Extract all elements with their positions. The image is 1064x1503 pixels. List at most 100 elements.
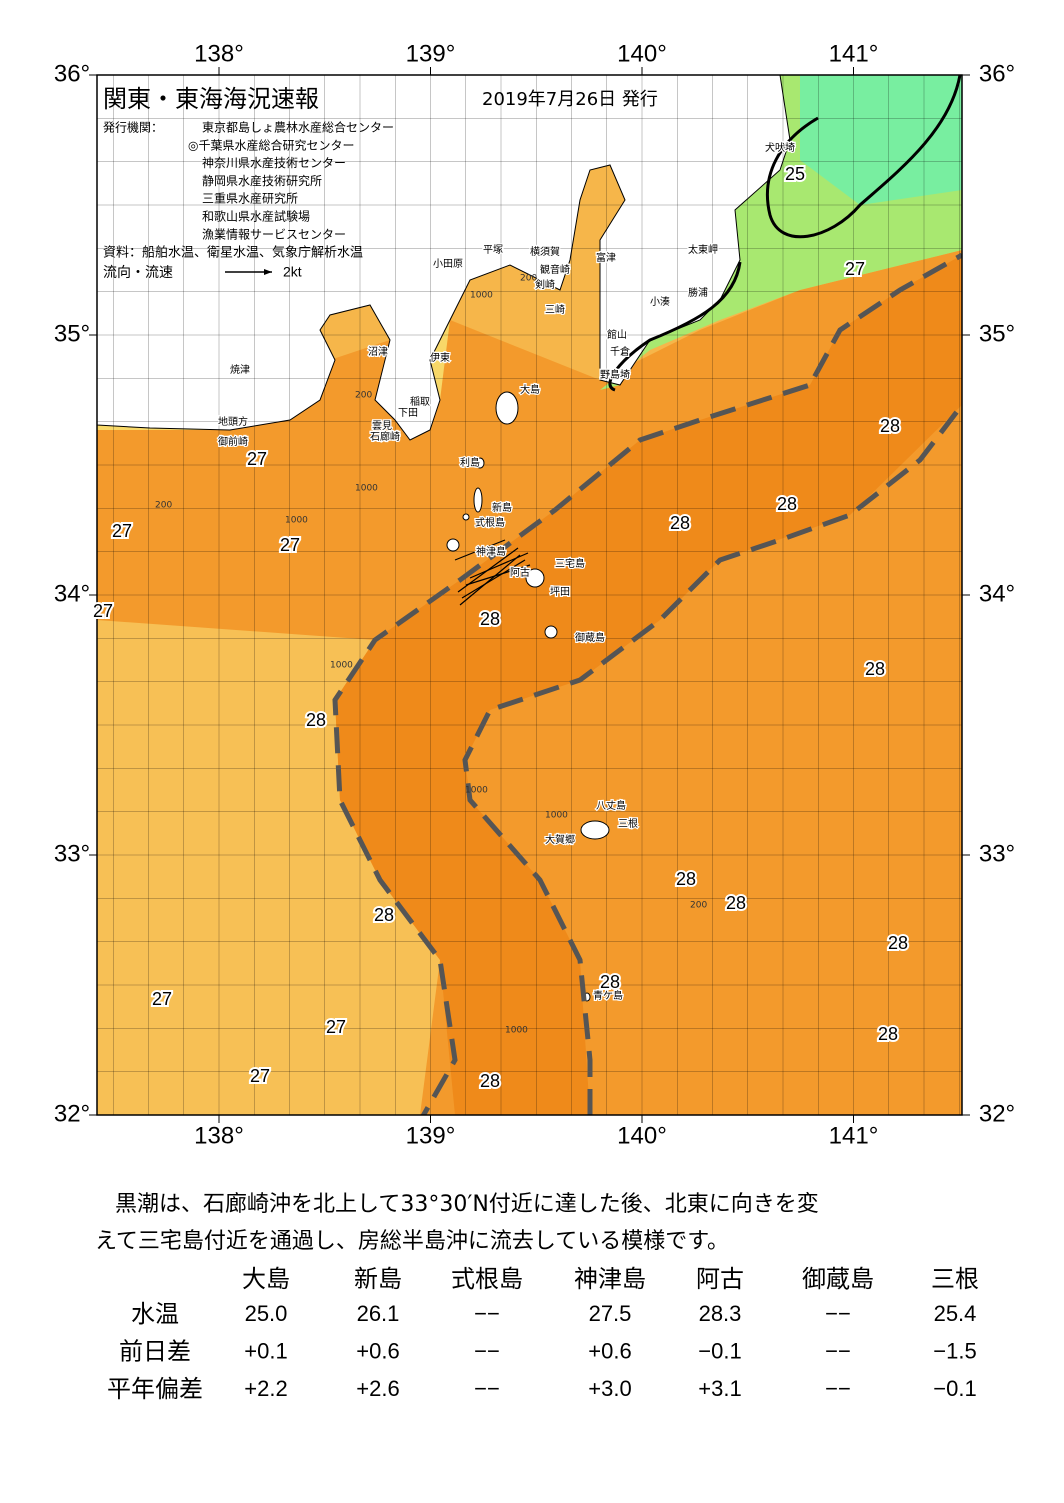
table-cell: +0.6 <box>356 1338 399 1363</box>
lon-label: 141° <box>829 40 879 67</box>
table-cell: +3.0 <box>588 1376 631 1401</box>
depth-label: 1000 <box>465 786 488 796</box>
place-name: 館山 <box>607 328 627 341</box>
kuroshio-edge <box>462 403 962 1115</box>
depth-label: 200 <box>155 501 172 511</box>
island <box>473 487 483 513</box>
depth-label: 1000 <box>330 661 353 671</box>
table-header: 式根島 <box>451 1265 523 1293</box>
table-cell: +2.2 <box>244 1376 287 1401</box>
table-cell: −− <box>825 1338 851 1363</box>
lat-label: 34° <box>979 580 1015 607</box>
lat-label: 32° <box>54 1100 90 1127</box>
place-name: 青ケ島 <box>593 989 623 1002</box>
isotherm-label: 27 <box>845 259 865 279</box>
table-cell: −− <box>825 1301 851 1326</box>
source: 資料：船舶水温、衛星水温、気象庁解析水温 <box>103 245 363 261</box>
lon-label: 139° <box>406 1122 456 1149</box>
depth-label: 1000 <box>545 811 568 821</box>
island <box>495 391 519 425</box>
isotherm-label: 28 <box>670 513 690 533</box>
lat-label: 33° <box>54 840 90 867</box>
island <box>580 820 610 840</box>
isotherm-label: 28 <box>880 416 900 436</box>
kuroshio-core <box>335 255 962 1115</box>
row-label: 平年偏差 <box>107 1375 203 1403</box>
arrow <box>465 564 531 586</box>
place-name: 沼津 <box>368 345 388 358</box>
place-name: 平塚 <box>483 244 503 256</box>
kuroshio-axis <box>332 252 962 1115</box>
lat-label: 33° <box>979 840 1015 867</box>
place-name: 利島 <box>460 456 480 469</box>
lat-label: 36° <box>54 60 90 87</box>
isotherm <box>765 75 962 239</box>
arrow <box>459 554 521 606</box>
table-cell: 28.3 <box>699 1301 742 1326</box>
arrow <box>461 559 526 599</box>
publisher: ◎千葉県水産総合研究センター <box>188 137 354 152</box>
table-cell: 26.1 <box>357 1301 400 1326</box>
arrow <box>454 539 506 561</box>
table-header: 阿古 <box>696 1265 744 1293</box>
legend-label: 流向・流速 <box>103 265 173 281</box>
place-name: 三宅島 <box>555 557 585 570</box>
summary-line: えて三宅島付近を通過し、房総半島沖に流去している模様です。 <box>95 1229 729 1254</box>
publisher: 東京都島しょ農林水産総合センター <box>202 120 394 135</box>
place-name: 大賀郷 <box>545 833 575 846</box>
current-arrows <box>454 539 531 606</box>
place-name: 坪田 <box>550 585 570 598</box>
isotherm-label: 28 <box>480 1071 500 1091</box>
isotherm-label: 27 <box>326 1017 346 1037</box>
place-name: 犬吠埼 <box>765 141 795 154</box>
table-cell: 25.0 <box>245 1301 288 1326</box>
depth-label: 1000 <box>355 484 378 494</box>
place-name: 稲取 <box>410 396 430 408</box>
islands <box>446 391 610 1002</box>
place-name: 御前崎 <box>218 435 248 448</box>
lon-label: 139° <box>406 40 456 67</box>
place-name: 千倉 <box>610 345 630 358</box>
place-name: 横須賀 <box>530 245 560 258</box>
isotherm-label: 27 <box>112 521 132 541</box>
isotherm-label: 25 <box>785 164 805 184</box>
isotherm-label: 27 <box>280 535 300 555</box>
isotherm-label: 28 <box>726 893 746 913</box>
island <box>525 568 545 588</box>
depth-label: 200 <box>355 391 372 401</box>
publisher-label: 発行機関： <box>103 120 163 135</box>
table-cell: −− <box>474 1301 500 1326</box>
island <box>462 513 470 521</box>
table-cell: +0.1 <box>244 1338 287 1363</box>
lat-label: 34° <box>54 580 90 607</box>
publisher: 神奈川県水産技術センター <box>202 155 346 170</box>
publisher: 漁業情報サービスセンター <box>202 227 346 241</box>
depth-label: 1000 <box>285 516 308 526</box>
place-name: 三崎 <box>545 303 565 316</box>
isotherm-label: 28 <box>865 659 885 679</box>
isotherm-label: 28 <box>306 710 326 730</box>
table-header: 大島 <box>242 1265 290 1293</box>
place-name: 地頭方 <box>218 415 248 428</box>
place-name: 伊東 <box>430 351 450 364</box>
arrow <box>469 552 529 579</box>
row-label: 前日差 <box>119 1338 191 1366</box>
cool-west <box>97 620 440 1115</box>
row-label: 水温 <box>131 1300 179 1328</box>
island <box>544 625 558 639</box>
place-name: 八丈島 <box>596 799 626 812</box>
place-name: 式根島 <box>475 516 505 529</box>
depth-label: 1000 <box>470 291 493 301</box>
table-cell: +2.6 <box>356 1376 399 1401</box>
publisher: 静岡県水産技術研究所 <box>202 173 322 188</box>
lat-label: 35° <box>979 320 1015 347</box>
grid <box>97 75 962 1115</box>
isotherm-label: 27 <box>152 989 172 1009</box>
legend-arrowhead <box>264 269 272 275</box>
depth-label: 200 <box>520 274 537 284</box>
place-name: 石廊崎 <box>370 430 400 443</box>
place-name: 下田 <box>398 408 418 419</box>
place-name: 野島埼 <box>600 368 630 381</box>
place-name: 太東岬 <box>688 243 718 256</box>
